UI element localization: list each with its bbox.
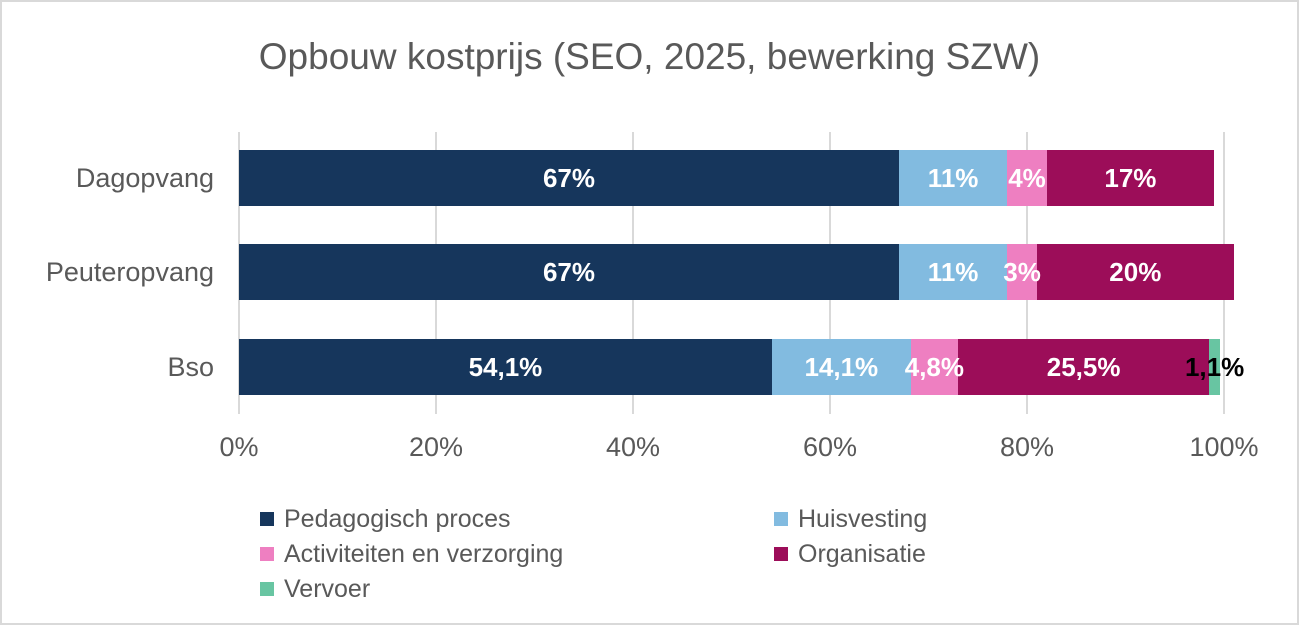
data-label: 4% [1008,163,1046,193]
category-label: Peuteropvang [45,257,214,287]
data-label: 14,1% [804,352,879,382]
data-label: 67% [542,257,595,287]
bar-segment: 14,1% [771,339,911,395]
data-label: 20% [1109,257,1162,287]
x-tick-label: 100% [1189,432,1259,462]
plot-area: 67% 11% 4% 17% 67% 11% 3% 20% 54,1% 14,1% 4,8% 25,5… [238,132,1244,414]
bar-row-bso: 54,1% 14,1% 4,8% 25,5% 1,1% [239,339,1244,395]
x-tick-label: 80% [999,432,1055,462]
data-label: 11% [927,257,979,287]
legend-label: Pedagogisch proces [284,504,511,533]
bar-segment: 20% [1036,244,1234,300]
data-label: 25,5% [1046,352,1121,382]
legend-label: Vervoer [284,574,371,603]
bar-segment: 1,1% [1185,339,1244,395]
data-label: 54,1% [468,352,543,382]
data-label: 4,8% [904,352,965,382]
bar-segment: 4% [1007,150,1047,206]
chart-title: Opbouw kostprijs (SEO, 2025, bewerking S… [258,36,1041,77]
legend-item: Activiteiten en verzorging [260,541,563,567]
legend-label: Activiteiten en verzorging [284,539,564,568]
bar-segment: 4,8% [905,339,964,395]
legend-item: Huisvesting [774,506,927,532]
bar-segment: 67% [239,150,899,206]
bar-segment: 54,1% [239,339,772,395]
legend-item: Pedagogisch proces [260,506,511,532]
bar-segment: 3% [1003,244,1041,300]
data-label: 3% [1003,257,1041,287]
legend-label: Organisatie [798,539,926,568]
legend-swatch-icon [260,512,274,526]
legend-swatch-icon [260,547,274,561]
legend-label: Huisvesting [798,504,928,533]
legend-swatch-icon [774,547,788,561]
bar-segment: 67% [239,244,899,300]
legend-item: Vervoer [260,576,370,602]
bar-segment: 11% [898,244,1008,300]
bar-segment: 25,5% [958,339,1210,395]
category-label: Dagopvang [75,163,214,193]
legend-item: Organisatie [774,541,926,567]
bar-segment: 17% [1046,150,1215,206]
bar-segment: 11% [898,150,1008,206]
data-label: 67% [542,163,595,193]
x-tick-label: 20% [408,432,464,462]
x-tick-label: 40% [605,432,661,462]
x-tick-label: 60% [802,432,858,462]
bar-row-dagopvang: 67% 11% 4% 17% [239,150,1224,206]
bar-row-peuteropvang: 67% 11% 3% 20% [239,244,1234,300]
legend-swatch-icon [774,512,788,526]
category-label: Bso [167,352,214,382]
legend-swatch-icon [260,582,274,596]
x-tick-label: 0% [219,432,259,462]
data-label: 17% [1104,163,1157,193]
data-label: 1,1% [1184,352,1245,382]
data-label: 11% [927,163,979,193]
